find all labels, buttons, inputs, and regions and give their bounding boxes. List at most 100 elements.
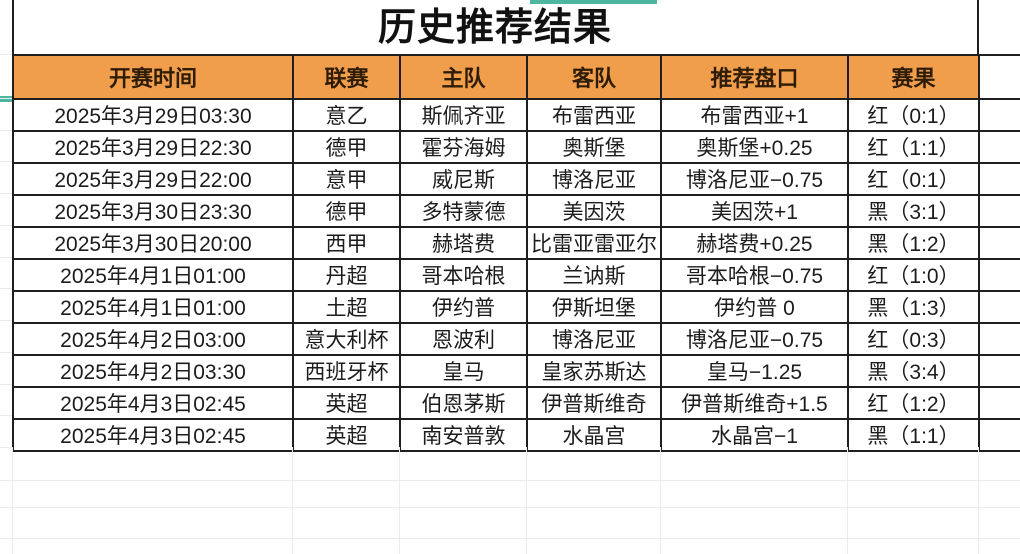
sheet-gridline bbox=[526, 447, 527, 554]
cell-home-team[interactable]: 威尼斯 bbox=[399, 162, 528, 196]
cell-away-team[interactable]: 博洛尼亚 bbox=[526, 322, 662, 356]
cell-extra[interactable] bbox=[978, 418, 1020, 452]
cell-league[interactable]: 意甲 bbox=[292, 162, 401, 196]
cell-league[interactable]: 西班牙杯 bbox=[292, 354, 401, 388]
cell-extra[interactable] bbox=[978, 290, 1020, 324]
cell-result[interactable]: 红（1:2） bbox=[847, 386, 980, 420]
cell-time[interactable]: 2025年4月1日01:00 bbox=[12, 290, 294, 324]
cell-away-team[interactable]: 皇家苏斯达 bbox=[526, 354, 662, 388]
cell-away-team[interactable]: 奥斯堡 bbox=[526, 130, 662, 164]
cell-handicap[interactable]: 奥斯堡+0.25 bbox=[660, 130, 849, 164]
table-row: 2025年4月3日02:45 英超 伯恩茅斯 伊普斯维奇 伊普斯维奇+1.5 红（1:2） bbox=[12, 386, 1020, 420]
cell-league[interactable]: 英超 bbox=[292, 386, 401, 420]
cell-extra[interactable] bbox=[978, 258, 1020, 292]
column-header-extra[interactable] bbox=[978, 54, 1020, 100]
cell-extra[interactable] bbox=[978, 162, 1020, 196]
cell-extra[interactable] bbox=[978, 354, 1020, 388]
cell-time[interactable]: 2025年3月29日03:30 bbox=[12, 98, 294, 132]
cell-extra[interactable] bbox=[978, 194, 1020, 228]
cell-handicap[interactable]: 哥本哈根−0.75 bbox=[660, 258, 849, 292]
cell-time[interactable]: 2025年3月29日22:30 bbox=[12, 130, 294, 164]
table-row: 2025年4月1日01:00 丹超 哥本哈根 兰讷斯 哥本哈根−0.75 红（1:0） bbox=[12, 258, 1020, 292]
cell-handicap[interactable]: 伊约普 0 bbox=[660, 290, 849, 324]
cell-away-team[interactable]: 比雷亚雷亚尔 bbox=[526, 226, 662, 260]
column-header-time[interactable]: 开赛时间 bbox=[12, 54, 294, 100]
cell-league[interactable]: 英超 bbox=[292, 418, 401, 452]
cell-time[interactable]: 2025年3月30日20:00 bbox=[12, 226, 294, 260]
cell-away-team[interactable]: 伊斯坦堡 bbox=[526, 290, 662, 324]
cell-extra[interactable] bbox=[978, 322, 1020, 356]
cell-result[interactable]: 红（0:1） bbox=[847, 98, 980, 132]
cell-home-team[interactable]: 皇马 bbox=[399, 354, 528, 388]
cell-handicap[interactable]: 布雷西亚+1 bbox=[660, 98, 849, 132]
sheet-gridline bbox=[399, 447, 400, 554]
column-header-result[interactable]: 赛果 bbox=[847, 54, 980, 100]
cell-time[interactable]: 2025年4月2日03:30 bbox=[12, 354, 294, 388]
cell-extra[interactable] bbox=[978, 386, 1020, 420]
cell-home-team[interactable]: 哥本哈根 bbox=[399, 258, 528, 292]
table-row: 2025年4月1日01:00 土超 伊约普 伊斯坦堡 伊约普 0 黑（1:3） bbox=[12, 290, 1020, 324]
cell-home-team[interactable]: 多特蒙德 bbox=[399, 194, 528, 228]
cell-home-team[interactable]: 南安普敦 bbox=[399, 418, 528, 452]
cell-time[interactable]: 2025年3月30日23:30 bbox=[12, 194, 294, 228]
cell-home-team[interactable]: 霍芬海姆 bbox=[399, 130, 528, 164]
header-row: 开赛时间 联赛 主队 客队 推荐盘口 赛果 bbox=[12, 54, 1020, 100]
cell-handicap[interactable]: 伊普斯维奇+1.5 bbox=[660, 386, 849, 420]
cell-result[interactable]: 红（0:3） bbox=[847, 322, 980, 356]
cell-result[interactable]: 黑（1:3） bbox=[847, 290, 980, 324]
column-header-home[interactable]: 主队 bbox=[399, 54, 528, 100]
sheet-gridline bbox=[0, 351, 12, 353]
cell-time[interactable]: 2025年4月3日02:45 bbox=[12, 386, 294, 420]
cell-league[interactable]: 意大利杯 bbox=[292, 322, 401, 356]
page-title[interactable]: 历史推荐结果 bbox=[377, 7, 612, 49]
table-body: 2025年3月29日03:30 意乙 斯佩齐亚 布雷西亚 布雷西亚+1 红（0:1） 202… bbox=[12, 98, 1020, 452]
column-header-handicap[interactable]: 推荐盘口 bbox=[660, 54, 849, 100]
table-row: 2025年3月29日22:30 德甲 霍芬海姆 奥斯堡 奥斯堡+0.25 红（1:1） bbox=[12, 130, 1020, 164]
cell-extra[interactable] bbox=[978, 226, 1020, 260]
cell-result[interactable]: 红（1:1） bbox=[847, 130, 980, 164]
title-band-left-border bbox=[12, 0, 14, 56]
cell-league[interactable]: 土超 bbox=[292, 290, 401, 324]
cell-league[interactable]: 德甲 bbox=[292, 130, 401, 164]
column-header-away[interactable]: 客队 bbox=[526, 54, 662, 100]
cell-result[interactable]: 红（1:0） bbox=[847, 258, 980, 292]
cell-result[interactable]: 黑（3:4） bbox=[847, 354, 980, 388]
cell-result[interactable]: 黑（1:1） bbox=[847, 418, 980, 452]
cell-home-team[interactable]: 伯恩茅斯 bbox=[399, 386, 528, 420]
cell-league[interactable]: 意乙 bbox=[292, 98, 401, 132]
cell-handicap[interactable]: 博洛尼亚−0.75 bbox=[660, 322, 849, 356]
cell-time[interactable]: 2025年3月29日22:00 bbox=[12, 162, 294, 196]
cell-extra[interactable] bbox=[978, 98, 1020, 132]
sheet-gridline bbox=[0, 224, 12, 226]
cell-handicap[interactable]: 皇马−1.25 bbox=[660, 354, 849, 388]
cell-handicap[interactable]: 赫塔费+0.25 bbox=[660, 226, 849, 260]
cell-league[interactable]: 丹超 bbox=[292, 258, 401, 292]
cell-handicap[interactable]: 博洛尼亚−0.75 bbox=[660, 162, 849, 196]
cell-home-team[interactable]: 斯佩齐亚 bbox=[399, 98, 528, 132]
sheet-gridline bbox=[0, 98, 12, 99]
cell-home-team[interactable]: 恩波利 bbox=[399, 322, 528, 356]
column-header-league[interactable]: 联赛 bbox=[292, 54, 401, 100]
cell-away-team[interactable]: 水晶宫 bbox=[526, 418, 662, 452]
cell-league[interactable]: 西甲 bbox=[292, 226, 401, 260]
cell-away-team[interactable]: 博洛尼亚 bbox=[526, 162, 662, 196]
table-row: 2025年4月2日03:30 西班牙杯 皇马 皇家苏斯达 皇马−1.25 黑（3:4） bbox=[12, 354, 1020, 388]
collab-marker-top bbox=[530, 0, 657, 4]
cell-extra[interactable] bbox=[978, 130, 1020, 164]
cell-handicap[interactable]: 水晶宫−1 bbox=[660, 418, 849, 452]
cell-away-team[interactable]: 兰讷斯 bbox=[526, 258, 662, 292]
cell-home-team[interactable]: 赫塔费 bbox=[399, 226, 528, 260]
cell-time[interactable]: 2025年4月3日02:45 bbox=[12, 418, 294, 452]
cell-league[interactable]: 德甲 bbox=[292, 194, 401, 228]
cell-away-team[interactable]: 伊普斯维奇 bbox=[526, 386, 662, 420]
cell-result[interactable]: 红（0:1） bbox=[847, 162, 980, 196]
cell-time[interactable]: 2025年4月2日03:00 bbox=[12, 322, 294, 356]
cell-result[interactable]: 黑（3:1） bbox=[847, 194, 980, 228]
cell-home-team[interactable]: 伊约普 bbox=[399, 290, 528, 324]
cell-time[interactable]: 2025年4月1日01:00 bbox=[12, 258, 294, 292]
cell-result[interactable]: 黑（1:2） bbox=[847, 226, 980, 260]
table-row: 2025年4月3日02:45 英超 南安普敦 水晶宫 水晶宫−1 黑（1:1） bbox=[12, 418, 1020, 452]
cell-away-team[interactable]: 美因茨 bbox=[526, 194, 662, 228]
cell-handicap[interactable]: 美因茨+1 bbox=[660, 194, 849, 228]
cell-away-team[interactable]: 布雷西亚 bbox=[526, 98, 662, 132]
